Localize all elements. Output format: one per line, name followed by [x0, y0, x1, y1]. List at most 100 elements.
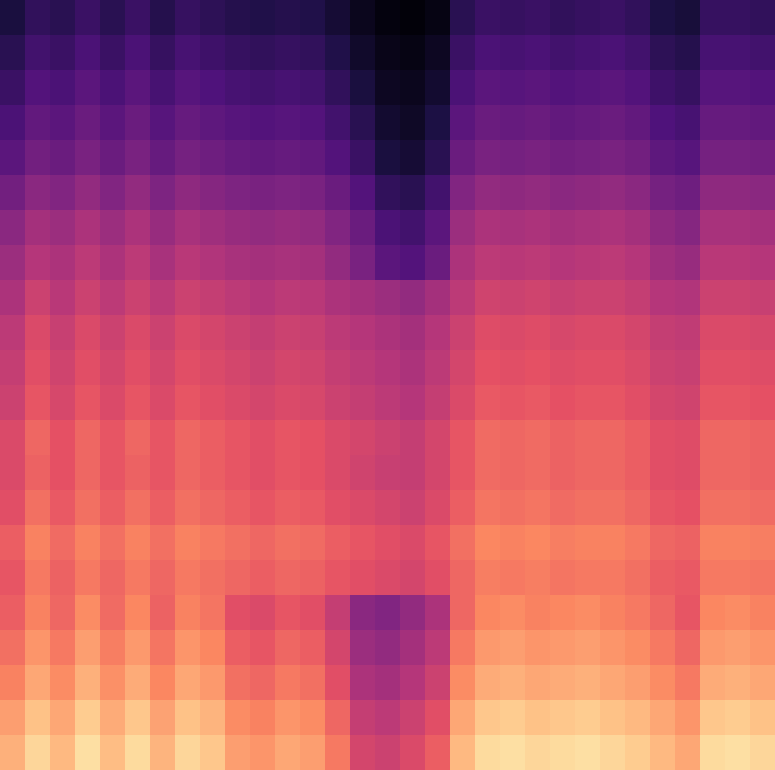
cell — [225, 735, 251, 770]
cell — [425, 70, 451, 106]
cell — [225, 0, 251, 36]
cell — [0, 0, 26, 36]
cell — [350, 560, 376, 596]
cell — [650, 210, 676, 246]
cell — [600, 630, 626, 666]
cell — [375, 70, 401, 106]
cell — [100, 630, 126, 666]
cell — [675, 175, 701, 211]
cell — [750, 595, 775, 631]
cell — [125, 245, 151, 281]
cell — [725, 0, 751, 36]
cell — [100, 560, 126, 596]
cell — [550, 140, 576, 176]
cell — [575, 420, 601, 456]
cell — [375, 700, 401, 736]
cell — [125, 420, 151, 456]
cell — [0, 525, 26, 561]
cell — [525, 210, 551, 246]
cell — [750, 105, 775, 141]
cell — [150, 315, 176, 351]
cell — [375, 490, 401, 526]
cell — [425, 455, 451, 491]
cell — [250, 70, 276, 106]
cell — [750, 175, 775, 211]
cell — [700, 0, 726, 36]
cell — [375, 455, 401, 491]
cell — [625, 560, 651, 596]
cell — [350, 350, 376, 386]
cell — [150, 455, 176, 491]
cell — [325, 385, 351, 421]
cell — [450, 105, 476, 141]
cell — [550, 630, 576, 666]
cell — [675, 525, 701, 561]
cell — [100, 455, 126, 491]
cell — [575, 175, 601, 211]
cell — [425, 735, 451, 770]
cell — [100, 735, 126, 770]
cell — [600, 245, 626, 281]
cell — [525, 665, 551, 701]
cell — [250, 455, 276, 491]
cell — [250, 700, 276, 736]
cell — [700, 350, 726, 386]
cell — [25, 105, 51, 141]
cell — [575, 385, 601, 421]
cell — [275, 560, 301, 596]
cell — [325, 140, 351, 176]
cell — [550, 35, 576, 71]
cell — [325, 175, 351, 211]
cell — [200, 350, 226, 386]
cell — [0, 455, 26, 491]
cell — [475, 420, 501, 456]
cell — [400, 105, 426, 141]
cell — [500, 700, 526, 736]
cell — [350, 525, 376, 561]
cell — [525, 35, 551, 71]
cell — [0, 245, 26, 281]
cell — [100, 35, 126, 71]
cell — [250, 245, 276, 281]
cell — [75, 140, 101, 176]
cell — [650, 140, 676, 176]
cell — [550, 210, 576, 246]
cell — [725, 595, 751, 631]
cell — [500, 595, 526, 631]
cell — [125, 525, 151, 561]
cell — [350, 420, 376, 456]
cell — [750, 560, 775, 596]
cell — [50, 35, 76, 71]
cell — [500, 665, 526, 701]
cell — [750, 245, 775, 281]
cell — [600, 525, 626, 561]
cell — [50, 0, 76, 36]
cell — [550, 525, 576, 561]
cell — [575, 210, 601, 246]
cell — [175, 490, 201, 526]
cell — [275, 525, 301, 561]
cell — [525, 350, 551, 386]
cell — [150, 140, 176, 176]
cell — [125, 70, 151, 106]
cell — [650, 280, 676, 316]
cell — [350, 35, 376, 71]
cell — [550, 665, 576, 701]
cell — [50, 700, 76, 736]
cell — [375, 140, 401, 176]
cell — [750, 0, 775, 36]
cell — [675, 280, 701, 316]
cell — [25, 420, 51, 456]
cell — [375, 630, 401, 666]
cell — [425, 420, 451, 456]
cell — [350, 385, 376, 421]
cell — [525, 595, 551, 631]
cell — [275, 210, 301, 246]
cell — [650, 665, 676, 701]
cell — [475, 35, 501, 71]
cell — [25, 385, 51, 421]
cell — [725, 700, 751, 736]
cell — [250, 140, 276, 176]
cell — [200, 420, 226, 456]
cell — [425, 175, 451, 211]
